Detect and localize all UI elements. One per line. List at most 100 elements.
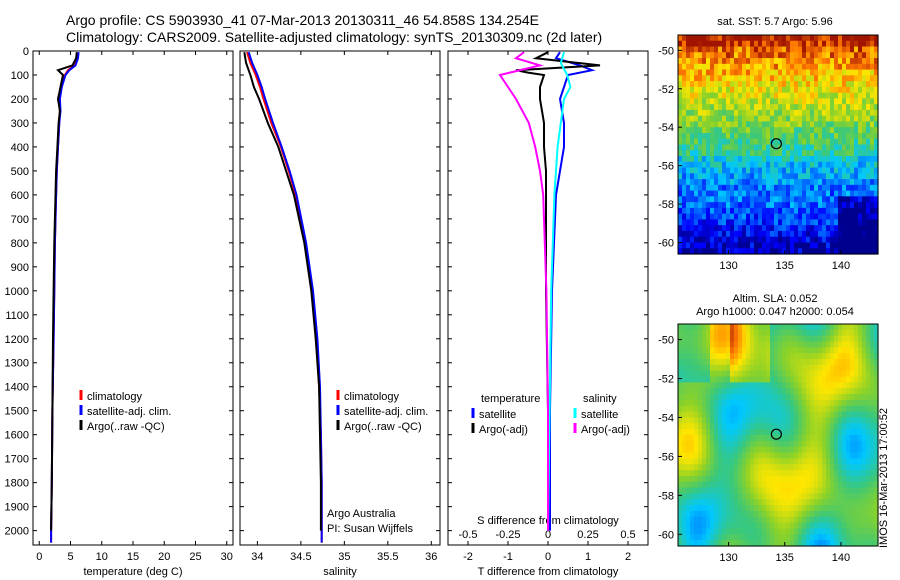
sla-map-cell bbox=[702, 452, 707, 459]
sst-map-cell bbox=[770, 161, 775, 169]
sla-map-cell bbox=[862, 440, 867, 448]
sla-map-cell bbox=[686, 522, 691, 530]
sla-map-cell bbox=[694, 481, 699, 489]
sst-map-cell bbox=[874, 40, 879, 48]
sst-map-cell bbox=[678, 115, 683, 123]
sla-map-cell bbox=[698, 470, 703, 477]
sla-map-cell bbox=[678, 505, 683, 512]
sst-map-cell bbox=[742, 236, 747, 244]
sst-map-cell bbox=[718, 52, 723, 59]
sla-map-cell bbox=[678, 405, 683, 413]
sla-map-cell bbox=[790, 522, 795, 530]
sst-map-cell bbox=[802, 156, 807, 163]
sla-map-cell bbox=[726, 394, 731, 401]
sst-map-cell bbox=[726, 115, 731, 123]
sla-map-cell bbox=[762, 347, 767, 354]
sst-map-cell bbox=[750, 104, 755, 111]
sst-map-cell bbox=[846, 138, 851, 146]
sla-map-cell bbox=[726, 493, 731, 500]
sst-map-cell bbox=[778, 63, 783, 71]
sla-map-cell bbox=[818, 353, 823, 360]
depth-tick-label: 100 bbox=[11, 70, 29, 82]
sst-map-cell bbox=[858, 190, 863, 197]
sla-map-cell bbox=[682, 405, 687, 413]
sst-map-cell bbox=[814, 236, 819, 244]
sst-map-cell bbox=[702, 242, 707, 249]
sst-map-cell bbox=[686, 248, 691, 255]
sla-map-cell bbox=[710, 388, 715, 395]
sla-map-cell bbox=[782, 376, 787, 384]
sst-map-cell bbox=[758, 230, 763, 238]
sst-map-cell bbox=[874, 92, 879, 99]
sla-map-cell bbox=[766, 458, 771, 465]
sla-map-cell bbox=[806, 528, 811, 535]
sst-map-cell bbox=[682, 173, 687, 180]
sst-map-cell bbox=[866, 207, 871, 215]
sst-map-cell bbox=[866, 196, 871, 203]
sst-map-cell bbox=[734, 115, 739, 123]
sla-map-cell bbox=[794, 505, 799, 512]
sst-map-cell bbox=[798, 81, 803, 88]
sst-map-cell bbox=[850, 63, 855, 71]
sst-map-cell bbox=[854, 86, 859, 94]
sla-map-cell bbox=[694, 353, 699, 360]
sla-map-cell bbox=[850, 458, 855, 465]
sla-map-cell bbox=[798, 505, 803, 512]
sla-map-cell bbox=[862, 417, 867, 424]
sst-map-cell bbox=[706, 69, 711, 76]
sla-map-cell bbox=[738, 470, 743, 477]
sla-map-cell bbox=[826, 405, 831, 413]
sla-map-cell bbox=[842, 329, 847, 337]
sst-map-cell bbox=[718, 207, 723, 215]
sla-map-cell bbox=[702, 505, 707, 512]
sla-map-cell bbox=[794, 458, 799, 465]
sla-map-cell bbox=[746, 464, 751, 471]
sst-map-cell bbox=[766, 138, 771, 146]
sla-map-cell bbox=[682, 394, 687, 401]
sst-map-cell bbox=[718, 150, 723, 157]
sst-map-cell bbox=[770, 248, 775, 255]
sla-map-cell bbox=[678, 499, 683, 506]
sla-map-cell bbox=[790, 481, 795, 489]
sla-map-cell bbox=[726, 364, 731, 372]
sst-map-cell bbox=[858, 225, 863, 232]
sla-map-cell bbox=[766, 347, 771, 354]
sst-map-cell bbox=[818, 179, 823, 186]
sla-map-cell bbox=[686, 417, 691, 424]
sst-map-cell bbox=[766, 144, 771, 151]
sst-map-cell bbox=[794, 196, 799, 203]
sla-map-cell bbox=[814, 540, 819, 547]
sla-map-cell bbox=[710, 452, 715, 459]
sla-map-cell bbox=[794, 347, 799, 354]
sst-map-cell bbox=[830, 248, 835, 255]
sla-map-cell bbox=[742, 440, 747, 448]
sla-map-cell bbox=[726, 388, 731, 395]
sst-map-cell bbox=[846, 35, 851, 42]
sla-map-cell bbox=[826, 364, 831, 372]
sla-map-cell bbox=[850, 335, 855, 343]
sla-map-cell bbox=[862, 510, 867, 518]
sla-map-cell bbox=[858, 475, 863, 483]
sla-map-cell bbox=[810, 399, 815, 407]
sst-map-cell bbox=[746, 196, 751, 203]
sla-map-cell bbox=[706, 376, 711, 384]
sst-map-cell bbox=[734, 144, 739, 151]
sla-map-cell bbox=[778, 353, 783, 360]
sst-map-cell bbox=[778, 69, 783, 76]
sla-map-cell bbox=[766, 335, 771, 343]
sla-map-cell bbox=[814, 388, 819, 395]
sla-map-cell bbox=[842, 440, 847, 448]
sla-map-cell bbox=[754, 446, 759, 454]
sla-map-cell bbox=[778, 335, 783, 343]
sst-map-cell bbox=[766, 115, 771, 123]
sst-map-cell bbox=[718, 167, 723, 174]
sla-map-cell bbox=[722, 399, 727, 407]
sst-map-cell bbox=[846, 109, 851, 117]
sla-map-cell bbox=[702, 370, 707, 378]
sst-map-cell bbox=[754, 104, 759, 111]
sst-map-cell bbox=[698, 138, 703, 146]
sla-map-cell bbox=[714, 329, 719, 337]
sst-map-cell bbox=[790, 150, 795, 157]
sst-map-cell bbox=[718, 225, 723, 232]
sla-map-cell bbox=[718, 347, 723, 354]
